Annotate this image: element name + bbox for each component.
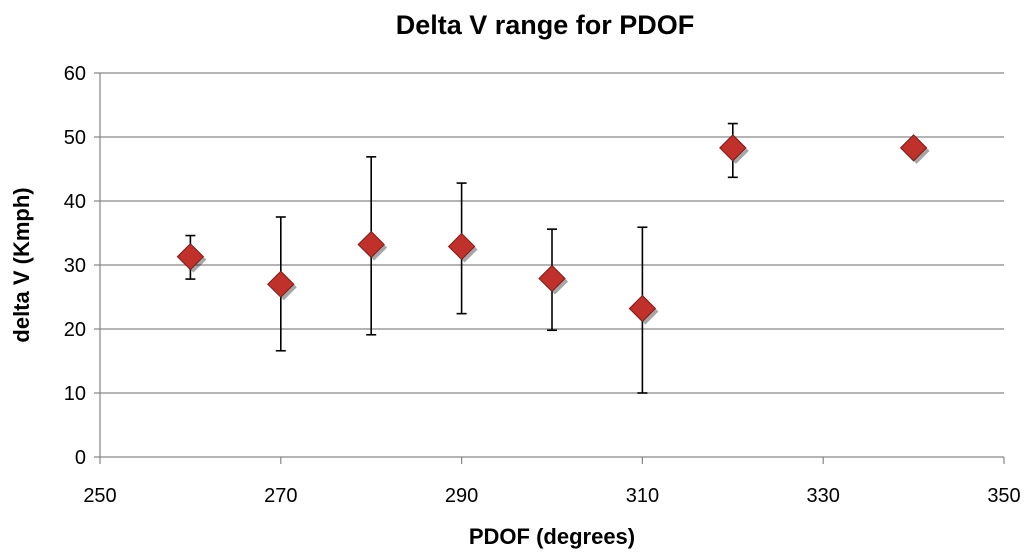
data-point xyxy=(267,270,295,298)
axes: 0 10 20 30 40 50 60 250 270 290 310 330 350 xyxy=(64,63,1021,507)
x-tick-label: 330 xyxy=(807,485,840,507)
y-tick-label: 10 xyxy=(64,383,86,405)
y-tick-label: 0 xyxy=(75,447,86,469)
y-tick-label: 60 xyxy=(64,63,86,85)
data-point xyxy=(628,294,657,323)
chart-title: Delta V range for PDOF xyxy=(396,10,695,40)
x-tick-label: 250 xyxy=(83,485,116,507)
data-point xyxy=(899,134,928,162)
y-tick-label: 40 xyxy=(64,191,86,213)
y-tick-label: 50 xyxy=(64,127,86,149)
x-axis-title: PDOF (degrees) xyxy=(469,524,635,549)
data-points xyxy=(176,134,930,325)
data-point xyxy=(357,230,385,259)
data-point xyxy=(538,264,566,293)
data-point xyxy=(176,242,205,271)
x-tick-label: 270 xyxy=(264,485,297,507)
y-tick-label: 20 xyxy=(64,319,86,341)
data-point xyxy=(719,134,747,162)
x-tick-label: 350 xyxy=(987,485,1020,507)
data-point xyxy=(447,232,476,261)
y-tick-label: 30 xyxy=(64,255,86,277)
x-tick-label: 290 xyxy=(445,485,478,507)
x-tick-label: 310 xyxy=(626,485,659,507)
y-axis-title: delta V (Kmph) xyxy=(9,187,34,342)
